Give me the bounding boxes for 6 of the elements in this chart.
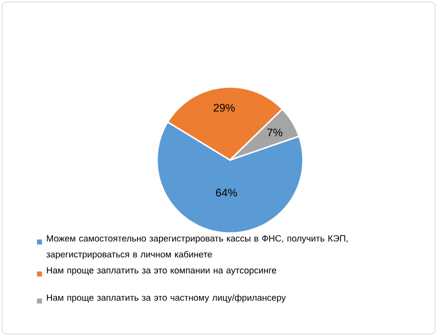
data-label: 64% xyxy=(216,188,238,197)
legend-label: Можем самостоятельно зарегистрировать кассы в ФНС, получить КЭП, зарегистрироваться в личном кабинете xyxy=(46,235,348,260)
legend-label: Нам проще заплатить за это частному лицу/фрилансеру xyxy=(46,294,286,303)
legend-label: Нам проще заплатить за это компании на аутсорсинге xyxy=(46,267,276,276)
data-label: 7% xyxy=(267,128,282,136)
data-label: 29% xyxy=(214,104,235,112)
